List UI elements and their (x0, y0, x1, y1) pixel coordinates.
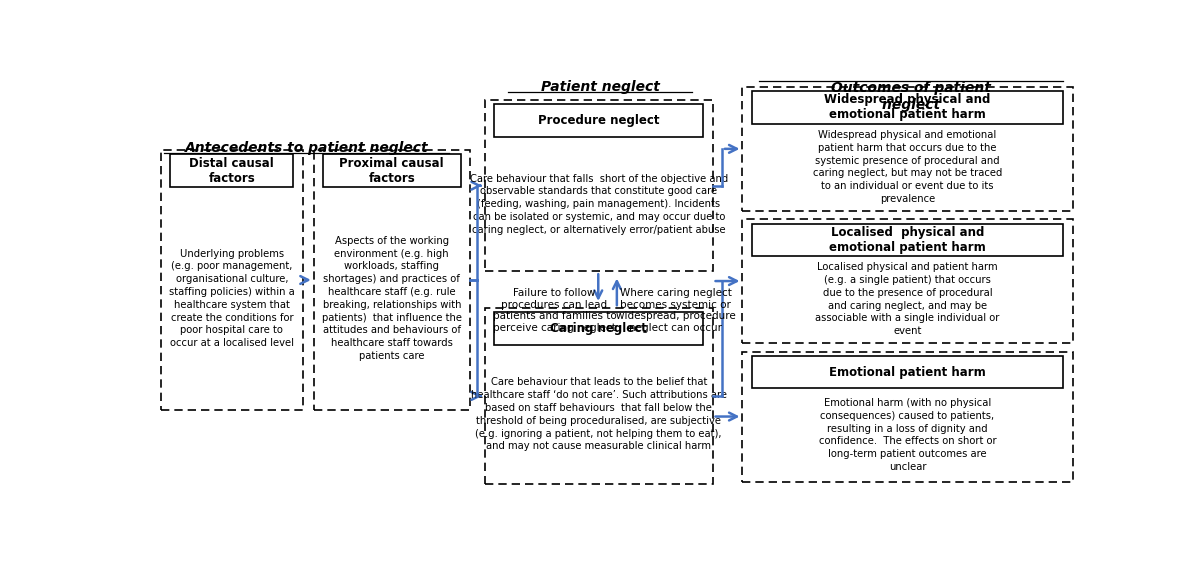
Bar (494, 104, 703, 137)
Text: Emotional harm (with no physical
consequences) caused to patients,
resulting in : Emotional harm (with no physical consequ… (818, 398, 996, 472)
Bar (485, 100, 713, 271)
Bar (743, 220, 1073, 343)
Text: Failure to follow
procedures can lead
patients and families to
perceive caring n: Failure to follow procedures can lead pa… (493, 288, 617, 333)
Text: Caring neglect: Caring neglect (551, 322, 647, 335)
Text: Localised  physical and
emotional patient harm: Localised physical and emotional patient… (829, 226, 986, 254)
Text: Procedure neglect: Procedure neglect (538, 114, 660, 127)
Text: Localised physical and patient harm
(e.g. a single patient) that occurs
due to t: Localised physical and patient harm (e.g… (815, 262, 1000, 336)
Text: Care behaviour that leads to the belief that
healthcare staff ‘do not care’. Suc: Care behaviour that leads to the belief … (470, 377, 727, 452)
Text: Aspects of the working
environment (e.g. high
workloads, staffing
shortages) and: Aspects of the working environment (e.g.… (322, 236, 462, 361)
Bar (743, 87, 1073, 211)
Text: Proximal causal
factors: Proximal causal factors (340, 157, 444, 185)
Bar (485, 308, 713, 484)
Bar (751, 356, 1063, 388)
Text: Underlying problems
(e.g. poor management,
organisational culture,
staffing poli: Underlying problems (e.g. poor managemen… (169, 249, 295, 348)
Bar (170, 154, 293, 187)
Bar (313, 150, 470, 410)
Text: Widespread physical and emotional
patient harm that occurs due to the
systemic p: Widespread physical and emotional patien… (812, 130, 1002, 204)
Text: Outcomes of patient
neg​lect: Outcomes of patient neg​lect (830, 81, 991, 112)
Bar (751, 91, 1063, 123)
Text: Antecedents to patient neglect: Antecedents to patient neglect (185, 141, 428, 155)
Bar (161, 150, 302, 410)
Bar (743, 351, 1073, 481)
Bar (494, 312, 703, 345)
Text: Distal causal
factors: Distal causal factors (190, 157, 275, 185)
Bar (323, 154, 461, 187)
Bar (751, 224, 1063, 256)
Text: Where caring neglect
becomes systemic or
widespread, procedure
neglect can occur: Where caring neglect becomes systemic or… (616, 288, 736, 333)
Text: Patient neglect: Patient neglect (541, 80, 660, 94)
Text: Widespread physical and
emotional patient harm: Widespread physical and emotional patien… (824, 93, 991, 122)
Text: Emotional patient harm: Emotional patient harm (829, 365, 986, 378)
Text: Care behaviour that falls  short of the objective and
observable standards that : Care behaviour that falls short of the o… (469, 173, 728, 235)
